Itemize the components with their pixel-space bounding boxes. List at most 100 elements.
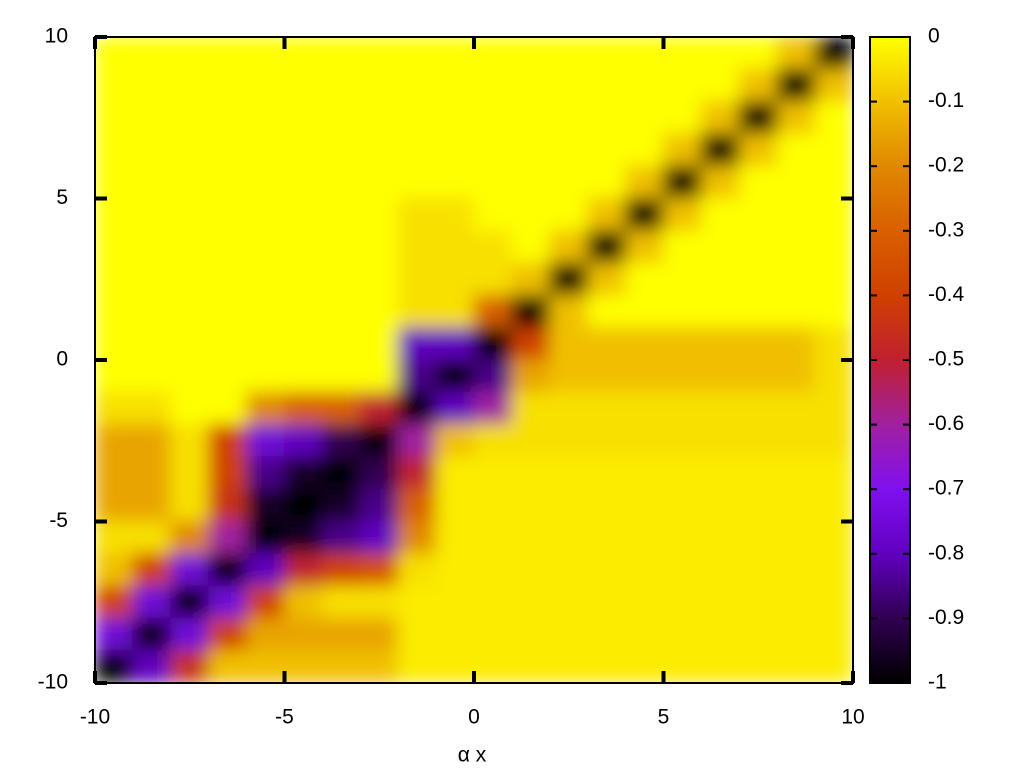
heatmap-cell	[435, 198, 475, 232]
heatmap-cell	[511, 101, 551, 135]
heatmap-cell	[170, 391, 210, 426]
heatmap-cell	[359, 37, 399, 70]
heatmap-cell	[511, 456, 551, 490]
heatmap-cell	[246, 133, 285, 167]
heatmap-cell	[625, 262, 664, 296]
heatmap-cell	[208, 327, 248, 361]
heatmap-cell	[170, 230, 210, 264]
heatmap-cell	[587, 521, 627, 555]
heatmap-cell	[132, 133, 172, 167]
heatmap-cell	[700, 133, 740, 167]
heatmap-cell	[663, 617, 702, 652]
heatmap-cell	[473, 617, 513, 652]
heatmap-cell	[738, 650, 778, 683]
heatmap-cell	[208, 101, 248, 135]
heatmap-cell	[700, 521, 740, 555]
heatmap-cell	[246, 650, 285, 683]
heatmap-cell	[321, 68, 361, 103]
heatmap-cell	[663, 68, 702, 103]
heatmap-cell	[359, 262, 399, 296]
heatmap-cell	[170, 650, 210, 683]
heatmap-cell	[738, 488, 778, 522]
heatmap-cell	[738, 553, 778, 587]
heatmap-cell	[814, 68, 853, 103]
heatmap-cell	[435, 262, 475, 296]
heatmap-cell	[814, 585, 853, 619]
colorbar-tick-label: -0.1	[928, 89, 964, 112]
heatmap-cell	[246, 37, 285, 70]
heatmap-cell	[776, 165, 816, 199]
x-tick-label: 0	[468, 706, 480, 729]
heatmap-cell	[132, 359, 172, 393]
heatmap-cell	[132, 521, 172, 555]
heatmap-cell	[132, 198, 172, 232]
heatmap-cell	[321, 521, 361, 555]
heatmap-cell	[284, 198, 323, 232]
heatmap-cell	[776, 327, 816, 361]
heatmap-cell	[700, 391, 740, 426]
heatmap-cell	[549, 553, 589, 587]
heatmap-cell	[284, 553, 323, 587]
heatmap-cell	[473, 391, 513, 426]
heatmap-cell	[473, 230, 513, 264]
heatmap-cell	[246, 101, 285, 135]
heatmap-cell	[663, 456, 702, 490]
heatmap-cell	[814, 650, 853, 683]
heatmap-cell	[246, 488, 285, 522]
heatmap-cell	[473, 165, 513, 199]
y-tick-label: 5	[56, 186, 68, 209]
heatmap-cell	[435, 327, 475, 361]
heatmap-cell	[625, 585, 664, 619]
heatmap-cell	[170, 133, 210, 167]
heatmap-cell	[663, 424, 702, 458]
heatmap-cell	[397, 456, 437, 490]
heatmap-cell	[776, 37, 816, 70]
heatmap-cell	[625, 230, 664, 264]
heatmap-cell	[246, 294, 285, 329]
heatmap-cell	[284, 456, 323, 490]
x-axis-label: α x	[458, 744, 487, 767]
heatmap-cell	[95, 521, 134, 555]
heatmap-cell	[549, 262, 589, 296]
heatmap-cell	[625, 456, 664, 490]
heatmap-cell	[435, 101, 475, 135]
heatmap-cell	[473, 101, 513, 135]
heatmap-cell	[284, 424, 323, 458]
heatmap-cell	[625, 294, 664, 329]
heatmap-cell	[132, 262, 172, 296]
heatmap-cell	[246, 585, 285, 619]
heatmap-cell	[132, 230, 172, 264]
heatmap-cell	[738, 68, 778, 103]
heatmap-cell	[284, 294, 323, 329]
heatmap-cell	[208, 68, 248, 103]
heatmap-cell	[321, 165, 361, 199]
heatmap-cell	[284, 488, 323, 522]
heatmap-cell	[473, 585, 513, 619]
heatmap-cell	[473, 327, 513, 361]
colorbar-tick-label: -0.8	[928, 541, 964, 564]
heatmap-cell	[321, 617, 361, 652]
heatmap-cell	[814, 198, 853, 232]
heatmap-cell	[284, 650, 323, 683]
heatmap-cell	[397, 294, 437, 329]
heatmap-cell	[549, 230, 589, 264]
y-tick-label: 10	[45, 25, 68, 48]
heatmap-cell	[776, 585, 816, 619]
heatmap-cell	[511, 68, 551, 103]
heatmap-cell	[321, 133, 361, 167]
heatmap-cell	[738, 262, 778, 296]
heatmap-cell	[208, 133, 248, 167]
heatmap-cell	[359, 585, 399, 619]
heatmap-cell	[776, 230, 816, 264]
heatmap-cell	[284, 391, 323, 426]
heatmap-cell	[587, 456, 627, 490]
heatmap-cell	[776, 101, 816, 135]
heatmap-cell	[776, 133, 816, 167]
heatmap-cell	[284, 359, 323, 393]
heatmap-cell	[132, 424, 172, 458]
heatmap-cell	[397, 262, 437, 296]
heatmap-cell	[511, 327, 551, 361]
heatmap-cell	[284, 68, 323, 103]
heatmap-cell	[511, 165, 551, 199]
heatmap-cell	[473, 294, 513, 329]
